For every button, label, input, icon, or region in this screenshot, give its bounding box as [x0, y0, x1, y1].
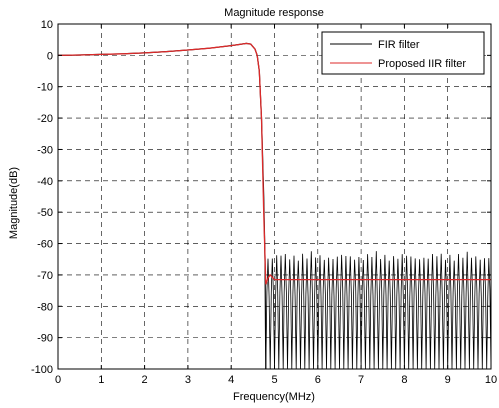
y-tick-label: 0: [47, 50, 53, 62]
y-tick-label: 10: [41, 19, 53, 31]
y-tick-label: -40: [37, 176, 53, 188]
chart-title: Magnitude response: [224, 7, 324, 19]
x-tick-label: 9: [445, 374, 451, 386]
axis-ticks: [57, 23, 492, 370]
y-tick-label: -20: [37, 113, 53, 125]
grid-lines: [58, 24, 491, 369]
y-tick-label: -80: [37, 301, 53, 313]
x-tick-label: 0: [55, 374, 61, 386]
x-tick-label: 6: [315, 374, 321, 386]
x-axis-label: Frequency(MHz): [233, 391, 315, 403]
x-tick-label: 8: [401, 374, 407, 386]
y-tick-label: -60: [37, 239, 53, 251]
x-tick-label: 3: [185, 374, 191, 386]
y-tick-label: -50: [37, 207, 53, 219]
legend-label-iir: Proposed IIR filter: [378, 58, 466, 70]
x-tick-label: 5: [271, 374, 277, 386]
x-tick-label: 4: [228, 374, 234, 386]
y-tick-label: -30: [37, 144, 53, 156]
x-tick-label: 7: [358, 374, 364, 386]
y-axis-label: Magnitude(dB): [8, 167, 20, 239]
tick-labels: 0 1 2 3 4 5 6 7 8 9 10 10 0 -10 -20 -30 -40 -50 -60 -70 -80 -…: [31, 19, 497, 386]
iir-series-line: [57, 42, 491, 285]
legend-label-fir: FIR filter: [378, 39, 420, 51]
legend-box: [321, 31, 485, 75]
y-tick-label: -100: [31, 364, 53, 376]
legend: FIR filter Proposed IIR filter: [321, 31, 485, 75]
y-tick-label: -10: [37, 82, 53, 94]
x-tick-label: 1: [98, 374, 104, 386]
y-tick-label: -70: [37, 270, 53, 282]
x-tick-label: 10: [485, 374, 497, 386]
y-tick-label: -90: [37, 333, 53, 345]
x-tick-label: 2: [142, 374, 148, 386]
